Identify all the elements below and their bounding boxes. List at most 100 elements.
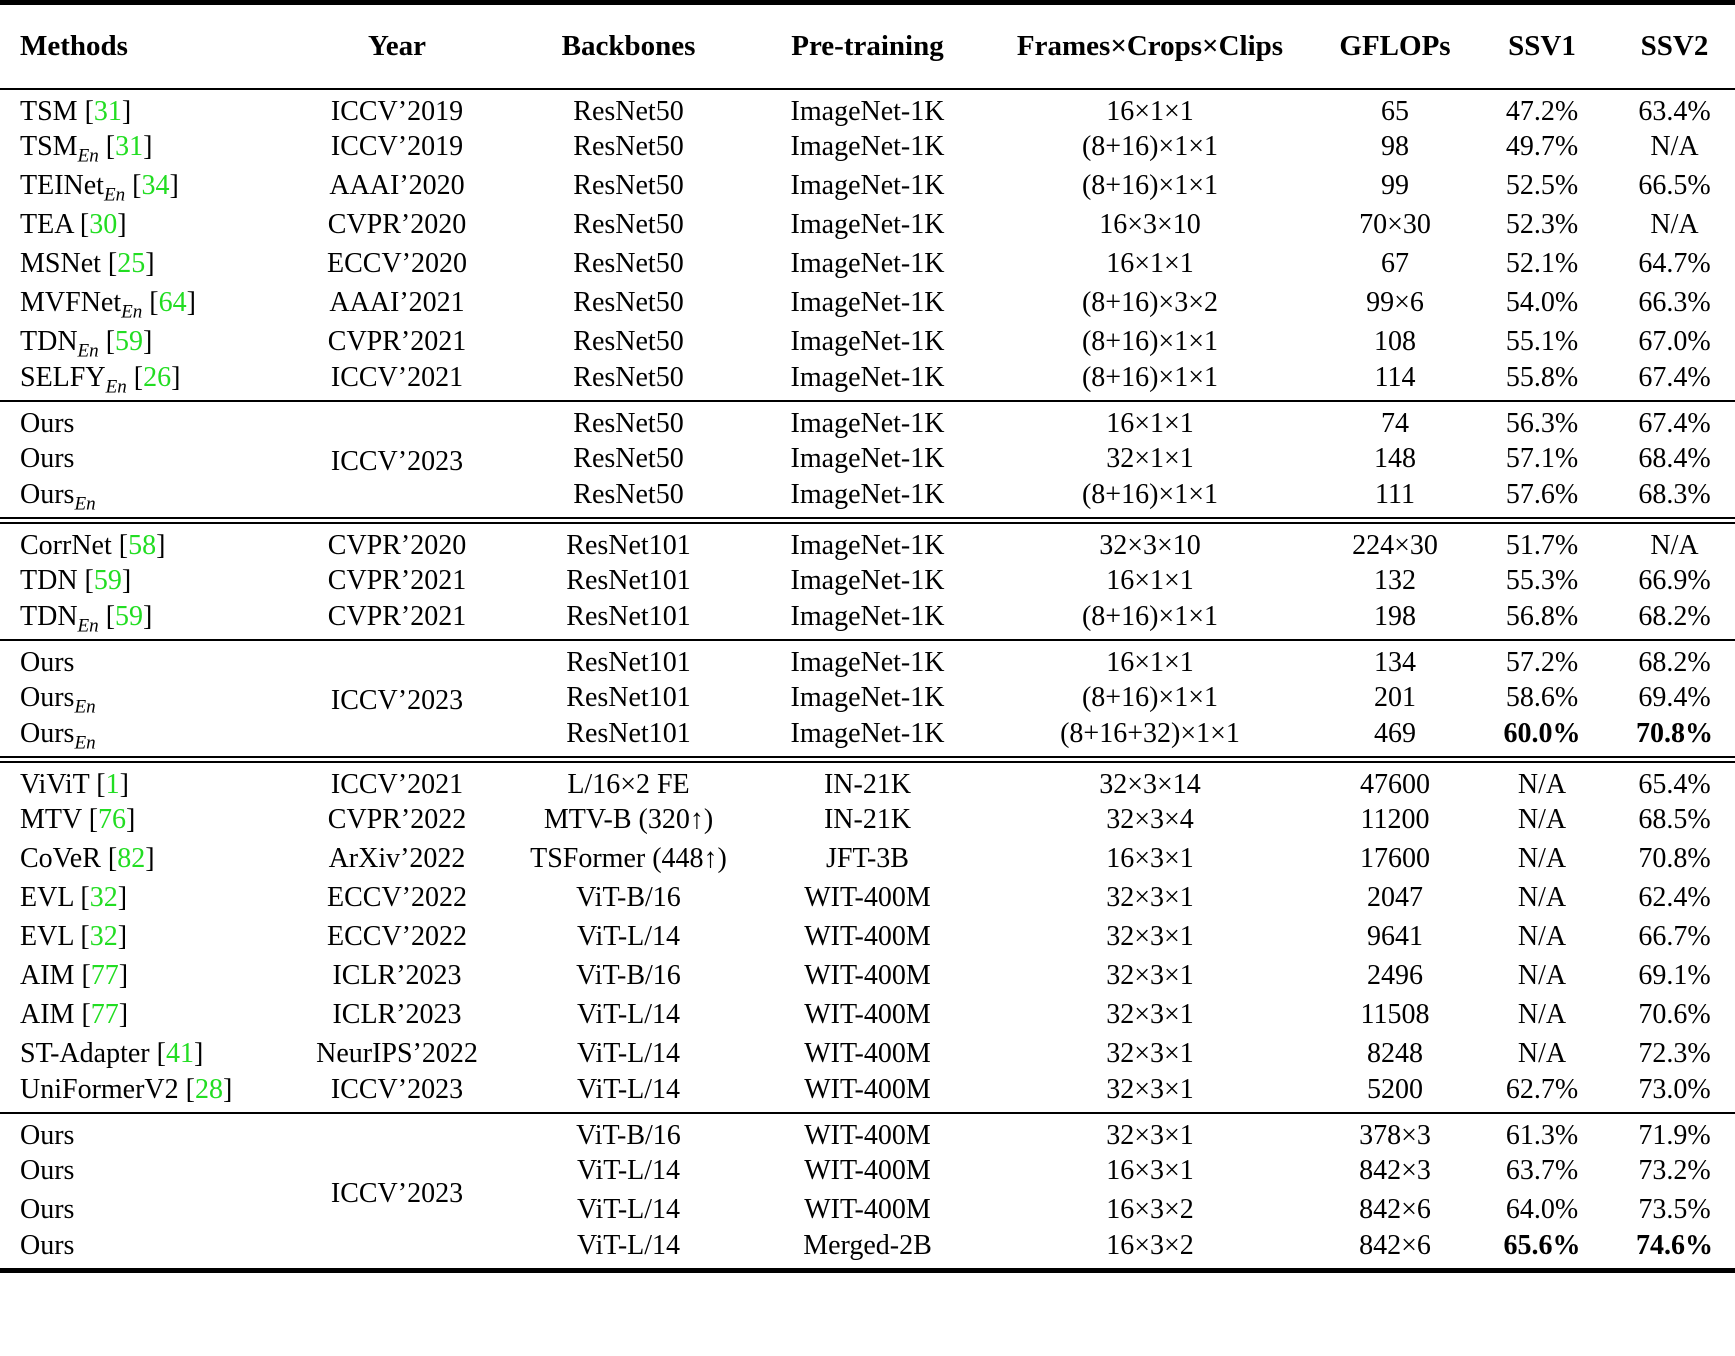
table-row: TDN [59] CVPR’2021 ResNet101 ImageNet-1K 16×… <box>0 562 1735 601</box>
ssv1-cell: N/A <box>1517 843 1567 874</box>
method-cell: SELFYEn [26] <box>20 361 181 398</box>
backbone-cell: MTV-B (320↑) <box>543 804 714 835</box>
method-cell: TDN [59] <box>20 565 132 596</box>
frames-crops-clips-cell: 32×3×1 <box>1106 882 1194 913</box>
citation-link[interactable]: 59 <box>115 600 144 632</box>
pretraining-cell: ImageNet-1K <box>790 407 945 439</box>
citation-link[interactable]: 58 <box>128 529 157 561</box>
pretraining-cell: Merged-2B <box>803 1229 932 1261</box>
ssv1-cell: 56.8% <box>1505 600 1579 632</box>
citation-link[interactable]: 31 <box>115 131 144 162</box>
table-row: UniFormerV2 [28] ICCV’2023 ViT-L/14 WIT-400… <box>0 1074 1735 1113</box>
method-cell: Ours <box>0 1113 292 1152</box>
citation-link[interactable]: 30 <box>89 209 118 240</box>
frames-crops-clips-cell: 16×1×1 <box>1106 407 1194 439</box>
ssv1-cell: 52.3% <box>1505 209 1579 240</box>
pretraining-cell: ImageNet-1K <box>790 646 945 678</box>
table-section-3: CorrNet [58] CVPR’2020 ResNet101 ImageNet-1… <box>0 520 1735 640</box>
ssv1-cell: 56.3% <box>1505 407 1579 439</box>
citation-link[interactable]: 1 <box>105 768 120 800</box>
pretraining-cell: JFT-3B <box>825 843 909 874</box>
citation-link[interactable]: 28 <box>194 1073 223 1105</box>
gflops-cell: 108 <box>1374 326 1416 357</box>
ssv1-cell: 64.0% <box>1505 1194 1579 1225</box>
ssv2-cell: 67.4% <box>1638 407 1711 439</box>
pretraining-cell: ImageNet-1K <box>790 326 945 357</box>
gflops-cell: 842×3 <box>1359 1155 1431 1186</box>
table-row: TEA [30] CVPR’2020 ResNet50 ImageNet-1K 16×3… <box>0 206 1735 245</box>
method-name: Ours <box>20 1229 75 1261</box>
backbone-cell: ViT-B/16 <box>576 960 681 991</box>
citation-link[interactable]: 26 <box>143 361 172 393</box>
year-cell: ICCV’2023 <box>330 1177 464 1209</box>
backbone-cell: ResNet101 <box>566 682 691 713</box>
gflops-cell: 74 <box>1381 407 1409 439</box>
pretraining-cell: IN-21K <box>823 768 912 800</box>
ssv1-cell: 51.7% <box>1505 529 1579 561</box>
citation-link[interactable]: 77 <box>90 999 119 1030</box>
ssv2-cell: 63.4% <box>1638 95 1711 127</box>
backbone-cell: ResNet50 <box>573 170 684 201</box>
ssv2-cell: N/A <box>1650 209 1699 240</box>
method-name: MSNet <box>20 248 101 279</box>
backbone-cell: ResNet50 <box>573 131 684 162</box>
header-year: Year <box>292 2 502 90</box>
ssv2-cell: 70.8% <box>1638 843 1711 874</box>
citation-link[interactable]: 32 <box>89 921 118 952</box>
header-methods: Methods <box>0 2 292 90</box>
ssv1-cell: N/A <box>1517 768 1567 800</box>
citation-link[interactable]: 59 <box>93 565 122 596</box>
citation-link[interactable]: 34 <box>141 170 170 201</box>
year-cell: ICCV’2021 <box>330 361 464 393</box>
table-row: AIM [77] ICLR’2023 ViT-B/16 WIT-400M 32×3×1 2… <box>0 957 1735 996</box>
header-frames-crops-clips: Frames×Crops×Clips <box>980 2 1320 90</box>
method-cell: ST-Adapter [41] <box>20 1038 204 1069</box>
pretraining-cell: ImageNet-1K <box>790 170 945 201</box>
results-comparison-table: Methods Year Backbones Pre-training Fram… <box>0 0 1735 1273</box>
gflops-cell: 11508 <box>1360 999 1430 1030</box>
backbone-cell: ResNet50 <box>573 326 684 357</box>
ssv2-cell: N/A <box>1650 131 1699 162</box>
method-subscript: En <box>103 184 126 206</box>
citation-link[interactable]: 77 <box>90 960 119 991</box>
header-pretraining: Pre-training <box>755 2 980 90</box>
year-cell: CVPR’2022 <box>327 804 467 835</box>
gflops-cell: 134 <box>1374 646 1416 678</box>
citation-link[interactable]: 59 <box>115 326 144 357</box>
table-row: Ours ICCV’2023 ResNet50 ImageNet-1K 16×1×1 74… <box>0 401 1735 478</box>
header-ssv1: SSV1 <box>1470 2 1614 90</box>
citation-link[interactable]: 82 <box>117 843 146 874</box>
method-subscript: En <box>77 145 99 167</box>
method-cell: OursEn <box>0 718 292 760</box>
method-cell: AIM [77] <box>20 999 129 1030</box>
citation-link[interactable]: 31 <box>93 95 122 127</box>
gflops-cell: 65 <box>1381 95 1409 127</box>
gflops-cell: 378×3 <box>1359 1119 1431 1151</box>
gflops-cell: 114 <box>1374 361 1416 393</box>
gflops-cell: 98 <box>1381 131 1409 162</box>
method-name: Ours <box>20 646 75 678</box>
ssv2-cell: 67.4% <box>1638 361 1711 393</box>
ssv2-cell: 73.0% <box>1638 1073 1711 1105</box>
citation-link[interactable]: 64 <box>158 287 187 318</box>
gflops-cell: 201 <box>1374 682 1416 713</box>
pretraining-cell: WIT-400M <box>804 960 931 991</box>
table-header: Methods Year Backbones Pre-training Fram… <box>0 2 1735 90</box>
backbone-cell: ResNet50 <box>573 361 684 393</box>
ssv2-cell: 66.3% <box>1638 287 1711 318</box>
method-cell: AIM [77] <box>20 960 129 991</box>
gflops-cell: 148 <box>1374 443 1416 474</box>
citation-link[interactable]: 76 <box>98 804 127 835</box>
method-subscript: En <box>105 376 127 398</box>
gflops-cell: 2047 <box>1367 882 1423 913</box>
table-section-4: Ours ICCV’2023 ResNet101 ImageNet-1K 16×1×1 1… <box>0 640 1735 760</box>
citation-link[interactable]: 32 <box>89 882 118 913</box>
year-cell: CVPR’2021 <box>327 326 467 357</box>
citation-link[interactable]: 25 <box>117 248 146 279</box>
ssv2-cell: 68.3% <box>1638 478 1711 510</box>
gflops-cell: 111 <box>1375 478 1415 510</box>
ssv2-cell: 70.8% <box>1636 717 1713 749</box>
method-name: SELFY <box>20 361 106 393</box>
ssv2-cell: 71.9% <box>1638 1119 1711 1151</box>
citation-link[interactable]: 41 <box>165 1038 194 1069</box>
